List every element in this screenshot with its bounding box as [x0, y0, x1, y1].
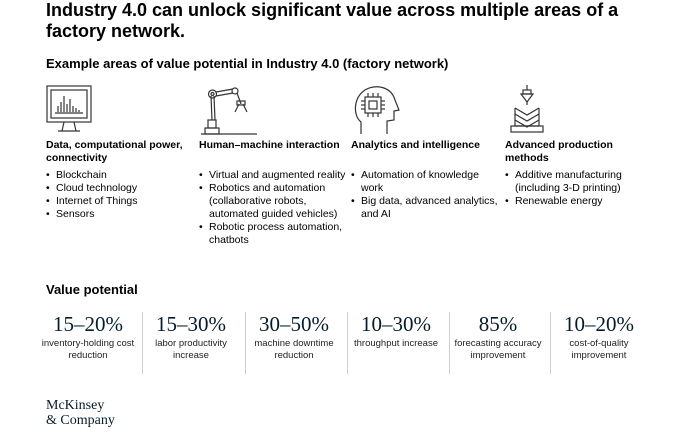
- logo-line: & Company: [46, 413, 115, 428]
- metric-value: 15–30%: [156, 312, 226, 336]
- metric-value: 85%: [478, 312, 518, 336]
- divider: [245, 312, 246, 374]
- metric-label: inventory-holding cost reduction: [41, 338, 135, 361]
- metric-quality: 10–20% cost-of-quality improvement: [550, 312, 648, 376]
- value-potential-heading: Value potential: [46, 282, 138, 297]
- metric-label: throughput increase: [354, 338, 438, 349]
- area-list: Additive manufacturing (including 3-D pr…: [505, 169, 655, 208]
- metric-inventory: 15–20% inventory-holding cost reduction: [39, 312, 137, 376]
- divider: [347, 312, 348, 374]
- value-areas: Data, computational power, connectivity …: [46, 84, 666, 264]
- metric-value: 30–50%: [259, 312, 329, 336]
- metric-label: labor productivity increase: [155, 338, 227, 361]
- head-chip-icon: [351, 84, 411, 138]
- list-item: Blockchain: [46, 169, 196, 182]
- area-list: Automation of knowledge work Big data, a…: [351, 169, 501, 221]
- divider: [449, 312, 450, 374]
- metric-label: forecasting accuracy improvement: [454, 338, 542, 361]
- divider: [142, 312, 143, 374]
- robot-arm-icon: [199, 84, 259, 138]
- metric-label: machine downtime reduction: [254, 338, 334, 361]
- metric-value: 10–30%: [361, 312, 431, 336]
- logo-line: McKinsey: [46, 398, 105, 413]
- list-item: Internet of Things: [46, 195, 196, 208]
- metric-labor: 15–30% labor productivity increase: [142, 312, 240, 376]
- 3d-printer-icon: [505, 84, 565, 138]
- mckinsey-logo: McKinsey & Company: [46, 398, 115, 428]
- metric-throughput: 10–30% throughput increase: [347, 312, 445, 376]
- metric-downtime: 30–50% machine downtime reduction: [245, 312, 343, 376]
- area-title: Data, computational power, connectivity: [46, 139, 183, 164]
- metric-forecasting: 85% forecasting accuracy improvement: [449, 312, 547, 376]
- list-item: Automation of knowledge work: [351, 169, 501, 195]
- list-item: Big data, advanced analytics, and AI: [351, 195, 501, 221]
- list-item: Renewable energy: [505, 195, 655, 208]
- metric-value: 10–20%: [564, 312, 634, 336]
- metric-label: cost-of-quality improvement: [569, 338, 629, 361]
- value-metrics: 15–20% inventory-holding cost reduction …: [42, 312, 666, 376]
- list-item: Virtual and augmented reality: [199, 169, 349, 182]
- list-item: Cloud technology: [46, 182, 196, 195]
- divider: [550, 312, 551, 374]
- area-title: Analytics and intelligence: [351, 139, 480, 151]
- computer-monitor-icon: [46, 84, 106, 138]
- list-item: Sensors: [46, 208, 196, 221]
- list-item: Additive manufacturing (including 3-D pr…: [505, 169, 655, 195]
- area-title: Human–machine interaction: [199, 139, 340, 151]
- list-item: Robotics and automation (collaborative r…: [199, 182, 349, 221]
- area-title: Advanced production methods: [505, 139, 613, 164]
- section-subtitle: Example areas of value potential in Indu…: [46, 56, 449, 71]
- page-title: Industry 4.0 can unlock significant valu…: [46, 0, 619, 41]
- area-list: Blockchain Cloud technology Internet of …: [46, 169, 196, 221]
- metric-value: 15–20%: [53, 312, 123, 336]
- list-item: Robotic process automation, chatbots: [199, 221, 349, 247]
- area-list: Virtual and augmented reality Robotics a…: [199, 169, 349, 247]
